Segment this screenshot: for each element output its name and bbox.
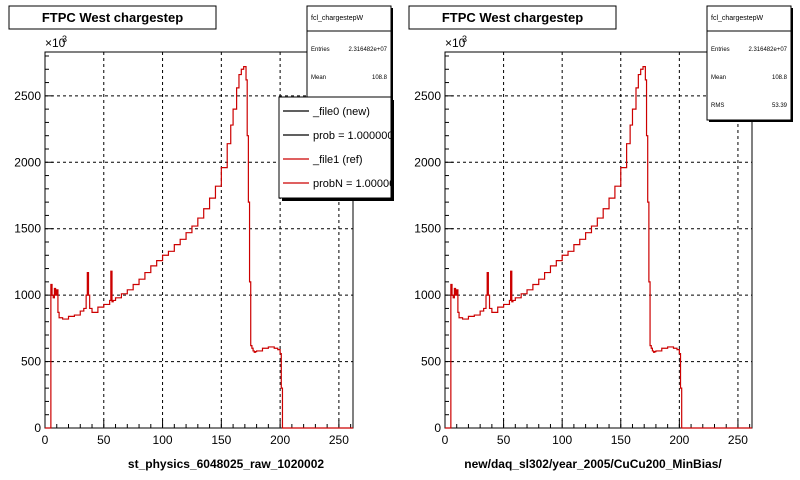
stats-row-value: 108.8 <box>772 75 788 81</box>
legend-label: _file0 (new) <box>312 106 370 118</box>
stats-row-value: 53.39 <box>772 103 788 109</box>
stats-row-label: Entries <box>311 47 330 53</box>
stats-row-value: 108.8 <box>372 75 388 81</box>
chart-title: FTPC West chargestep <box>42 10 183 25</box>
x-tick-label: 50 <box>497 433 511 447</box>
x-tick-label: 200 <box>669 433 689 447</box>
x-axis-label: st_physics_6048025_raw_1020002 <box>128 457 324 471</box>
legend-label: prob = 1.000000 <box>313 130 393 142</box>
x-tick-label: 100 <box>153 433 173 447</box>
y-multiplier-exponent: 3 <box>62 34 67 44</box>
y-tick-label: 1500 <box>14 222 41 236</box>
x-tick-label: 0 <box>42 433 49 447</box>
legend-label: probN = 1.000000 <box>313 178 401 190</box>
series-line <box>45 66 353 429</box>
title-box <box>408 5 617 30</box>
stats-row-label: Mean <box>311 75 326 81</box>
plot-frame <box>444 51 753 429</box>
stats-row-value: 2.316482e+07 <box>748 47 787 53</box>
x-tick-label: 50 <box>97 433 111 447</box>
stats-name: fcl_chargestepW <box>311 15 364 22</box>
x-tick-label: 100 <box>552 433 572 447</box>
y-tick-label: 500 <box>421 355 441 369</box>
legend-label: _file1 (ref) <box>312 154 363 166</box>
x-tick-label: 200 <box>270 433 290 447</box>
chart-panel-left: 0 50 100 150 200 25005001000150020002500×103F… <box>8 5 401 471</box>
y-tick-label: 2000 <box>414 155 441 169</box>
y-tick-label: 0 <box>34 421 41 435</box>
y-multiplier: ×10 <box>445 36 466 50</box>
y-tick-label: 0 <box>434 421 441 435</box>
series-line <box>445 66 752 429</box>
chart-panel-right: 0 50 100 150 200 25005001000150020002500×103F… <box>408 5 793 471</box>
legend-entries: _file0 (new) prob = 1.000000 _file1 (ref) p… <box>283 106 401 190</box>
x-tick-label: 250 <box>728 433 748 447</box>
stats-name: fcl_chargestepW <box>711 15 764 22</box>
y-tick-label: 1000 <box>14 288 41 302</box>
title-box <box>8 5 217 30</box>
x-tick-label: 150 <box>611 433 631 447</box>
y-multiplier-exponent: 3 <box>462 34 467 44</box>
stats-box <box>306 5 392 115</box>
stats-row-label: Entries <box>711 47 730 53</box>
x-tick-label: 250 <box>329 433 349 447</box>
y-tick-label: 1500 <box>414 222 441 236</box>
y-multiplier: ×10 <box>45 36 66 50</box>
stats-row-label: Mean <box>711 75 726 81</box>
y-tick-label: 1000 <box>414 288 441 302</box>
stats-row-value: 2.316482e+07 <box>348 47 387 53</box>
y-tick-label: 500 <box>21 355 41 369</box>
legend-box <box>278 96 392 199</box>
y-tick-label: 2000 <box>14 155 41 169</box>
x-tick-label: 150 <box>211 433 231 447</box>
y-tick-label: 2500 <box>414 89 441 103</box>
x-tick-label: 0 <box>442 433 449 447</box>
x-axis-label: new/daq_sl302/year_2005/CuCu200_MinBias/ <box>464 457 722 471</box>
y-tick-label: 2500 <box>14 89 41 103</box>
stats-row-label: RMS <box>711 103 724 109</box>
stats-box <box>706 5 792 121</box>
chart-title: FTPC West chargestep <box>442 10 583 25</box>
